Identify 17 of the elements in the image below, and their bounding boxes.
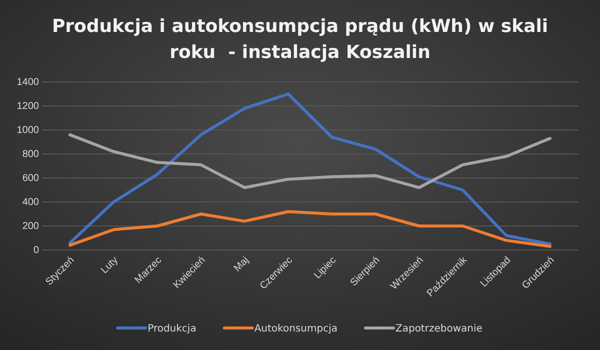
y-tick-label: 0 bbox=[33, 245, 40, 256]
y-tick-label: 1200 bbox=[16, 101, 40, 112]
chart-title: Produkcja i autokonsumpcja prądu (kWh) w skali roku - instalacja Koszalin bbox=[52, 16, 548, 63]
y-tick-label: 200 bbox=[22, 221, 40, 232]
legend-label: Autokonsumpcja bbox=[254, 324, 338, 334]
y-tick-label: 600 bbox=[22, 173, 40, 184]
legend-label: Zapotrzebowanie bbox=[395, 324, 482, 334]
y-tick-label: 1400 bbox=[16, 77, 40, 88]
x-tick-label: Maj bbox=[232, 254, 252, 274]
y-tick-label: 800 bbox=[22, 149, 40, 160]
line-series bbox=[68, 210, 552, 248]
line-series bbox=[68, 92, 552, 246]
y-tick-label: 1000 bbox=[16, 125, 40, 136]
legend-label: Produkcja bbox=[148, 324, 196, 334]
line-series bbox=[68, 133, 552, 190]
x-tick-label: Luty bbox=[99, 254, 120, 276]
y-tick-label: 400 bbox=[22, 197, 40, 208]
